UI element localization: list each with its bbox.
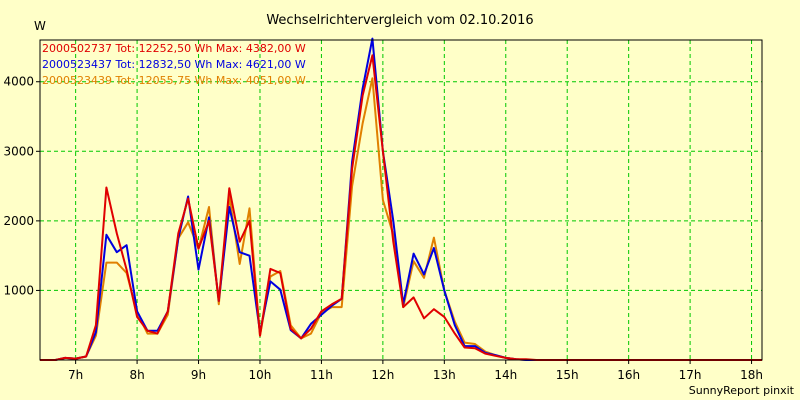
x-tick-label-4: 11h [310,368,333,382]
y-tick-label-3: 4000 [3,75,34,89]
x-tick-label-0: 7h [68,368,83,382]
x-tick-label-1: 8h [129,368,144,382]
y-axis-label: W [34,19,46,33]
x-tick-label-9: 16h [617,368,640,382]
legend-entry-1: 2000523437 Tot: 12832,50 Wh Max: 4621,00… [42,58,306,71]
legend: 2000502737 Tot: 12252,50 Wh Max: 4382,00… [42,42,306,87]
y-tick-label-2: 3000 [3,144,34,158]
footer-credit: SunnyReport pinxit [689,384,795,397]
legend-entry-0: 2000502737 Tot: 12252,50 Wh Max: 4382,00… [42,42,306,55]
x-tick-label-6: 13h [433,368,456,382]
x-tick-label-2: 9h [191,368,206,382]
plot-area [40,40,762,360]
x-tick-label-5: 12h [371,368,394,382]
chart-title: Wechselrichtervergleich vom 02.10.2016 [266,13,533,28]
y-tick-label-1: 2000 [3,214,34,228]
x-tick-label-11: 18h [740,368,763,382]
x-axis: 7h 8h 9h 10h 11h 12h 13h 14h 15h 16h 17h 18h [68,360,763,382]
x-tick-label-7: 14h [494,368,517,382]
x-tick-label-3: 10h [249,368,272,382]
plot-frame [39,39,763,361]
legend-entry-2: 2000523439 Tot: 12055,75 Wh Max: 4051,00… [42,74,306,87]
x-tick-label-10: 17h [679,368,702,382]
y-axis: 1000 2000 3000 4000 [3,75,40,297]
y-tick-label-0: 1000 [3,283,34,297]
x-tick-label-8: 15h [556,368,579,382]
